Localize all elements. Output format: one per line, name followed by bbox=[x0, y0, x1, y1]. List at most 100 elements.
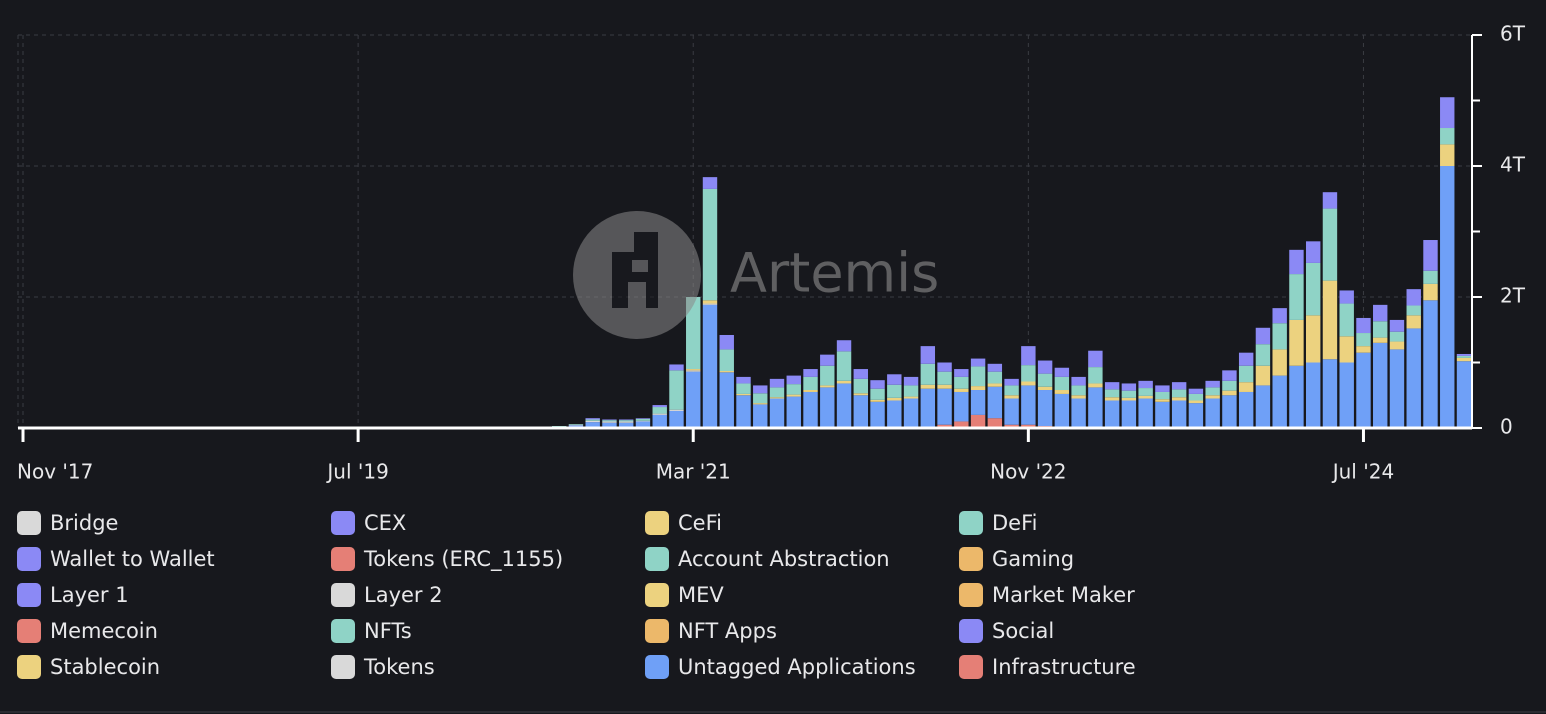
legend-label: Wallet to Wallet bbox=[50, 547, 215, 571]
bar-segment bbox=[1356, 346, 1371, 353]
bar-segment bbox=[954, 388, 969, 392]
bar-segment bbox=[954, 376, 969, 389]
bar-segment bbox=[870, 380, 885, 389]
bar-segment bbox=[669, 370, 684, 410]
bar-segment bbox=[1373, 342, 1388, 428]
bar-segment bbox=[1021, 385, 1036, 425]
legend-label: Layer 1 bbox=[50, 583, 129, 607]
bar-segment bbox=[1255, 327, 1271, 345]
bar-segment bbox=[1104, 389, 1120, 398]
x-tick-label: Nov '17 bbox=[17, 460, 93, 484]
plot-area bbox=[17, 34, 1472, 428]
bar-segment bbox=[786, 384, 801, 395]
bar-segment bbox=[619, 419, 634, 421]
bar-segment bbox=[1071, 395, 1086, 399]
bar-segment bbox=[1255, 344, 1271, 366]
bar-segment bbox=[803, 391, 818, 428]
bar-segment bbox=[753, 393, 768, 404]
bar-segment bbox=[803, 376, 818, 391]
bar-segment bbox=[1339, 290, 1354, 304]
bar-segment bbox=[1021, 365, 1036, 382]
bar-segment bbox=[1037, 386, 1053, 391]
bar-segment bbox=[1423, 240, 1438, 271]
bar-segment bbox=[1037, 390, 1053, 427]
bar-segment bbox=[1322, 208, 1338, 281]
bar-segment bbox=[1289, 319, 1304, 366]
bar-segment bbox=[1373, 337, 1388, 343]
legend-label: CEX bbox=[364, 511, 406, 535]
bar-segment bbox=[836, 340, 852, 352]
bar-segment bbox=[1305, 315, 1321, 363]
x-tick-label: Jul '19 bbox=[325, 460, 388, 484]
bar-segment bbox=[1238, 382, 1254, 392]
legend-swatch bbox=[331, 511, 355, 535]
bar-segment bbox=[1138, 388, 1153, 396]
bar-segment bbox=[669, 364, 684, 371]
x-tick-label: Nov '22 bbox=[990, 460, 1066, 484]
bar-segment bbox=[853, 378, 868, 394]
bar-segment bbox=[1104, 397, 1120, 401]
bar-segment bbox=[652, 407, 667, 414]
legend-label: Gaming bbox=[992, 547, 1074, 571]
legend-label: Tokens bbox=[363, 655, 435, 679]
x-tick-label: Jul '24 bbox=[1331, 460, 1394, 484]
bar-segment bbox=[1021, 346, 1036, 366]
bar-segment bbox=[786, 375, 801, 385]
legend-swatch bbox=[17, 583, 41, 607]
bar-segment bbox=[1121, 390, 1137, 398]
bar-segment bbox=[568, 424, 584, 425]
bar-segment bbox=[887, 400, 902, 428]
bar-segment bbox=[1440, 144, 1455, 166]
bar-segment bbox=[1205, 380, 1220, 388]
bar-segment bbox=[1104, 382, 1120, 390]
legend-label: Market Maker bbox=[992, 583, 1135, 607]
bar-segment bbox=[1406, 315, 1421, 329]
bar-segment bbox=[920, 346, 936, 364]
bar-segment bbox=[585, 418, 600, 420]
bar-segment bbox=[1272, 375, 1287, 428]
bar-segment bbox=[954, 391, 969, 422]
bar-segment bbox=[736, 395, 751, 428]
legend-label: Stablecoin bbox=[50, 655, 160, 679]
bar-segment bbox=[1389, 331, 1405, 342]
bar-segment bbox=[702, 303, 718, 305]
bar-segment bbox=[1021, 381, 1036, 386]
bar-segment bbox=[903, 396, 919, 399]
bar-segment bbox=[903, 376, 919, 386]
bar-segment bbox=[1456, 355, 1472, 358]
bar-segment bbox=[585, 420, 600, 423]
bar-segment bbox=[635, 420, 651, 422]
bar-segment bbox=[1238, 365, 1254, 383]
bar-segment bbox=[1440, 97, 1455, 129]
bar-segment bbox=[769, 398, 785, 428]
bar-segment bbox=[1054, 367, 1070, 377]
bar-segment bbox=[635, 421, 651, 428]
bar-segment bbox=[987, 383, 1003, 387]
bar-segment bbox=[1289, 249, 1304, 275]
legend-swatch bbox=[645, 619, 669, 643]
legend-swatch bbox=[331, 655, 355, 679]
legend-swatch bbox=[645, 583, 669, 607]
bar-segment bbox=[1305, 241, 1321, 263]
legend-swatch bbox=[959, 619, 983, 643]
bar-segment bbox=[1188, 393, 1204, 401]
bar-segment bbox=[686, 370, 701, 372]
bar-segment bbox=[937, 362, 952, 372]
bar-segment bbox=[1188, 388, 1204, 394]
bar-segment bbox=[1021, 424, 1036, 428]
bar-segment bbox=[1440, 166, 1455, 428]
bar-segment bbox=[836, 383, 852, 428]
bar-segment bbox=[702, 188, 718, 301]
bar-segment bbox=[887, 374, 902, 385]
bar-segment bbox=[1305, 262, 1321, 316]
x-tick-label: Mar '21 bbox=[656, 460, 731, 484]
legend-label: Layer 2 bbox=[364, 583, 443, 607]
bar-segment bbox=[1171, 389, 1187, 398]
bar-segment bbox=[585, 419, 600, 421]
bar-segment bbox=[652, 414, 667, 428]
bar-segment bbox=[970, 414, 986, 428]
y-tick-label: 4T bbox=[1500, 153, 1526, 177]
bar-segment bbox=[1222, 380, 1237, 391]
bar-segment bbox=[1088, 367, 1103, 384]
bar-segment bbox=[736, 376, 751, 384]
